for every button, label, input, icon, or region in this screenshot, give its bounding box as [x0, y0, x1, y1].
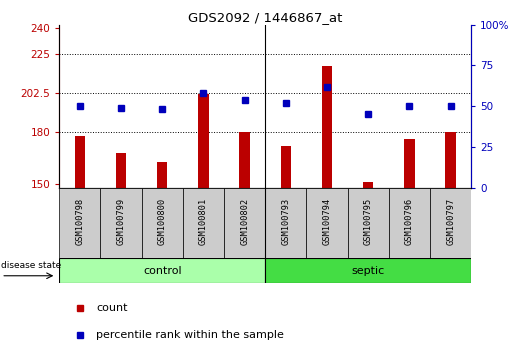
Bar — [116, 153, 126, 188]
Bar — [265, 258, 471, 283]
Text: septic: septic — [352, 266, 385, 276]
Bar — [265, 188, 306, 258]
Bar — [363, 182, 373, 188]
Text: GSM100794: GSM100794 — [322, 198, 332, 245]
Bar — [198, 94, 209, 188]
Text: disease state: disease state — [1, 261, 61, 270]
Bar — [348, 188, 389, 258]
Text: GSM100797: GSM100797 — [446, 198, 455, 245]
Bar — [75, 136, 85, 188]
Text: percentile rank within the sample: percentile rank within the sample — [96, 330, 284, 341]
Title: GDS2092 / 1446867_at: GDS2092 / 1446867_at — [188, 11, 342, 24]
Bar — [100, 188, 142, 258]
Bar — [224, 188, 265, 258]
Bar — [404, 139, 415, 188]
Bar — [322, 66, 332, 188]
Bar — [142, 188, 183, 258]
Bar — [389, 188, 430, 258]
Text: GSM100800: GSM100800 — [158, 198, 167, 245]
Bar — [239, 132, 250, 188]
Text: control: control — [143, 266, 182, 276]
Bar — [59, 258, 265, 283]
Text: GSM100795: GSM100795 — [364, 198, 373, 245]
Bar — [183, 188, 224, 258]
Text: GSM100793: GSM100793 — [281, 198, 290, 245]
Bar — [59, 188, 100, 258]
Text: GSM100799: GSM100799 — [116, 198, 126, 245]
Text: GSM100802: GSM100802 — [240, 198, 249, 245]
Bar — [281, 146, 291, 188]
Text: GSM100796: GSM100796 — [405, 198, 414, 245]
Text: GSM100801: GSM100801 — [199, 198, 208, 245]
Bar — [306, 188, 348, 258]
Bar — [430, 188, 471, 258]
Bar — [445, 132, 456, 188]
Text: GSM100798: GSM100798 — [75, 198, 84, 245]
Text: count: count — [96, 303, 128, 313]
Bar — [157, 162, 167, 188]
